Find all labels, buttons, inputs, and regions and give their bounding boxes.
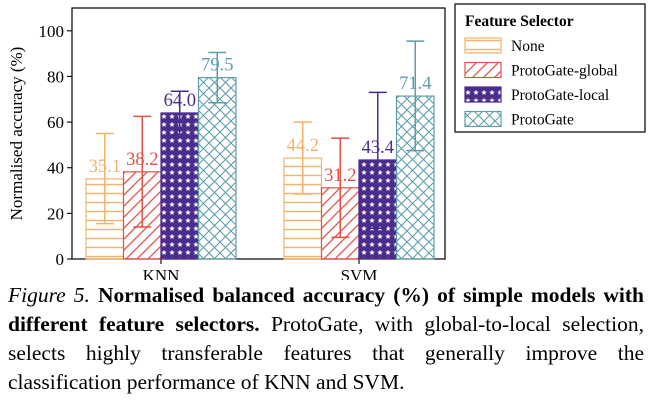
legend-swatch bbox=[464, 37, 502, 54]
legend-entry-label: ProtoGate-local bbox=[511, 87, 609, 104]
value-label: 44.2 bbox=[287, 136, 319, 156]
y-tick-label: 100 bbox=[39, 22, 65, 41]
bar-protogate-knn bbox=[197, 76, 237, 260]
y-tick-label: 40 bbox=[47, 159, 64, 178]
legend-swatch bbox=[464, 61, 502, 79]
value-label: 31.2 bbox=[324, 166, 356, 186]
legend-swatch bbox=[464, 86, 502, 103]
value-label: 38.2 bbox=[126, 150, 158, 170]
value-label: 35.1 bbox=[89, 157, 121, 177]
caption-title: Normalised balanced accuracy (%) of simp… bbox=[8, 283, 645, 336]
value-label: 64.0 bbox=[164, 91, 196, 111]
legend-entry-label: ProtoGate-global bbox=[511, 63, 618, 80]
figure-label: Figure 5. bbox=[8, 283, 90, 307]
legend-entry-label: ProtoGate bbox=[511, 112, 574, 129]
value-label: 43.4 bbox=[362, 138, 394, 158]
caption-body: ProtoGate, with global-to-local selectio… bbox=[8, 312, 644, 394]
figure-caption: Figure 5. Normalised balanced accuracy (… bbox=[8, 281, 644, 397]
legend-title: Feature Selector bbox=[465, 13, 574, 30]
y-tick-label: 60 bbox=[47, 113, 64, 132]
y-axis-label: Normalised accuracy (%) bbox=[7, 47, 26, 221]
legend-swatch bbox=[464, 110, 502, 128]
y-tick-label: 80 bbox=[47, 67, 64, 86]
value-label: 71.4 bbox=[399, 74, 431, 94]
y-tick-label: 20 bbox=[47, 204, 64, 223]
value-label: 79.5 bbox=[201, 56, 233, 76]
plot-frame bbox=[71, 7, 446, 260]
y-tick-label: 0 bbox=[56, 250, 65, 269]
x-tick-label: KNN bbox=[143, 266, 180, 280]
legend-entry-label: None bbox=[511, 38, 545, 55]
x-tick-label: SVM bbox=[341, 266, 378, 280]
